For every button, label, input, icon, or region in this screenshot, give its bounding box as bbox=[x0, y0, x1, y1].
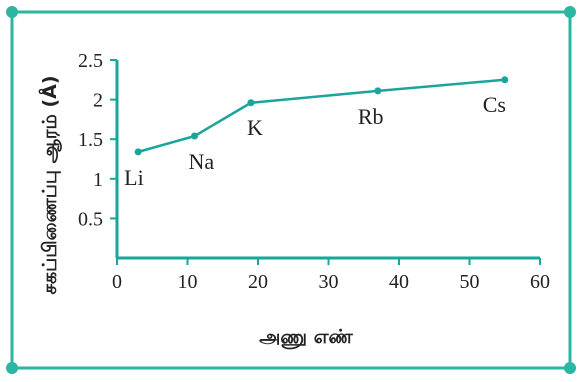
series-line bbox=[137, 78, 505, 154]
data-point bbox=[374, 87, 382, 95]
y-axis-ticks: 0.5 1 1.5 2 2.5 bbox=[78, 50, 117, 230]
data-point bbox=[191, 132, 199, 140]
x-tick-label: 0 bbox=[112, 271, 122, 293]
point-label: Li bbox=[124, 165, 144, 190]
data-point bbox=[247, 99, 255, 107]
frame-border bbox=[10, 10, 572, 370]
data-series: Li Na K Rb Cs bbox=[124, 76, 509, 190]
frame-corner-dot bbox=[6, 362, 18, 374]
x-axis-ticks: 0 10 20 30 40 50 60 bbox=[112, 258, 550, 293]
point-label: K bbox=[247, 115, 263, 140]
y-tick-label: 0.5 bbox=[78, 208, 103, 230]
x-tick-label: 40 bbox=[389, 271, 409, 293]
y-axis-label: சகப்பிணைப்பு ஆரம் (Å) bbox=[37, 75, 61, 294]
frame-corner-dot bbox=[6, 6, 18, 18]
point-label: Na bbox=[189, 149, 215, 174]
y-tick-label: 1 bbox=[93, 169, 103, 191]
y-tick-label: 2.5 bbox=[78, 50, 103, 72]
axes bbox=[115, 60, 540, 260]
y-tick-label: 1.5 bbox=[78, 129, 103, 151]
data-point bbox=[501, 76, 509, 84]
x-tick-label: 60 bbox=[530, 271, 550, 293]
outer-frame bbox=[6, 6, 576, 374]
frame-corner-dot bbox=[564, 6, 576, 18]
point-label: Cs bbox=[483, 92, 506, 117]
x-tick-label: 20 bbox=[248, 271, 268, 293]
x-tick-label: 10 bbox=[178, 271, 198, 293]
x-tick-label: 30 bbox=[319, 271, 339, 293]
x-axis-label: அணு எண் bbox=[259, 326, 353, 350]
data-point bbox=[134, 148, 142, 156]
y-tick-label: 2 bbox=[93, 90, 103, 112]
point-label: Rb bbox=[358, 104, 384, 129]
frame-corner-dot bbox=[564, 362, 576, 374]
x-tick-label: 50 bbox=[460, 271, 480, 293]
